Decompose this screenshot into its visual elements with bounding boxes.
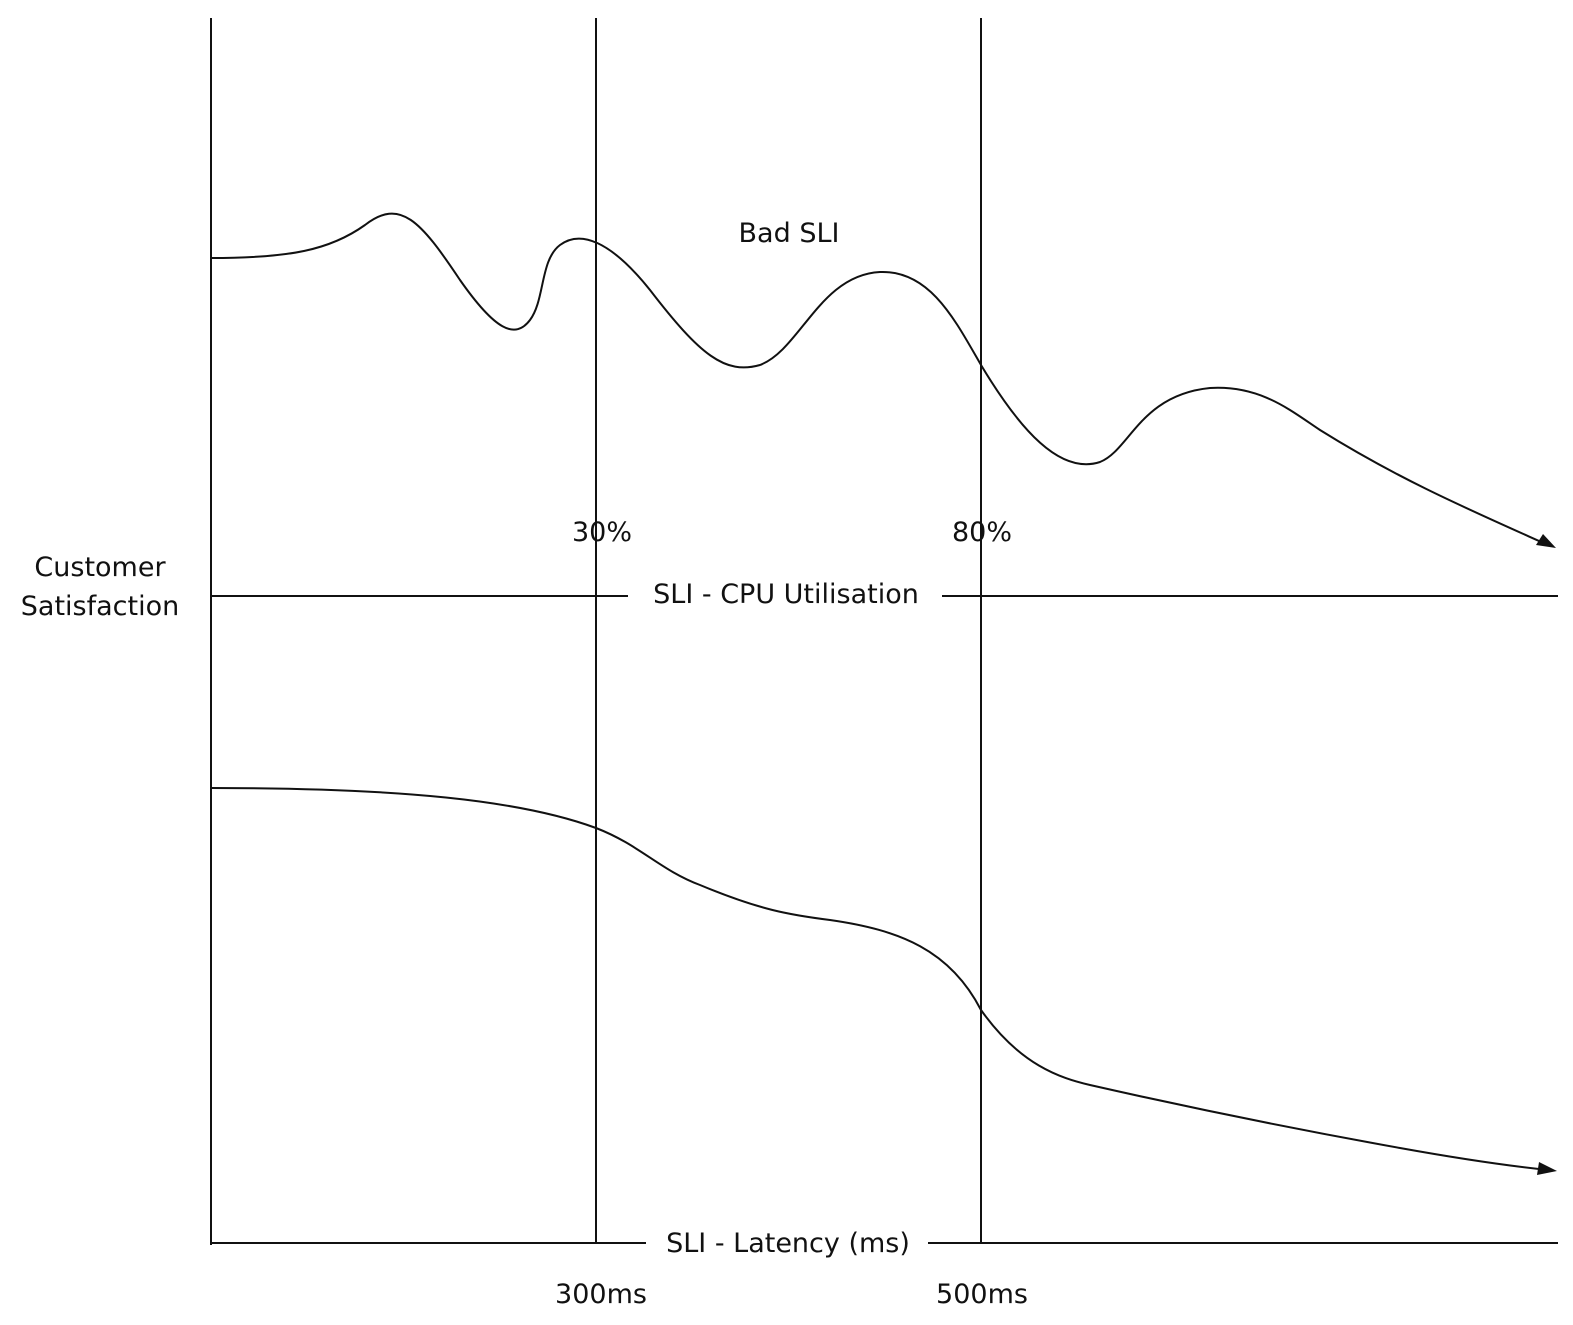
latency-curve bbox=[210, 787, 1549, 1171]
latency-arrow-icon bbox=[1537, 1162, 1557, 1175]
y-axis-label-line1: Customer bbox=[34, 552, 166, 583]
cpu-threshold-80: 80% bbox=[952, 517, 1012, 548]
cpu-threshold-30: 30% bbox=[572, 517, 632, 548]
cpu-axis-label: SLI - CPU Utilisation bbox=[653, 579, 919, 610]
latency-threshold-500: 500ms bbox=[936, 1279, 1028, 1310]
bad-sli-label: Bad SLI bbox=[739, 218, 840, 249]
bad-sli-arrow-icon bbox=[1536, 534, 1556, 548]
latency-axis-label: SLI - Latency (ms) bbox=[666, 1228, 910, 1259]
y-axis-label-line2: Satisfaction bbox=[21, 591, 179, 622]
bad-sli-curve bbox=[210, 212, 1549, 546]
latency-threshold-300: 300ms bbox=[555, 1279, 647, 1310]
